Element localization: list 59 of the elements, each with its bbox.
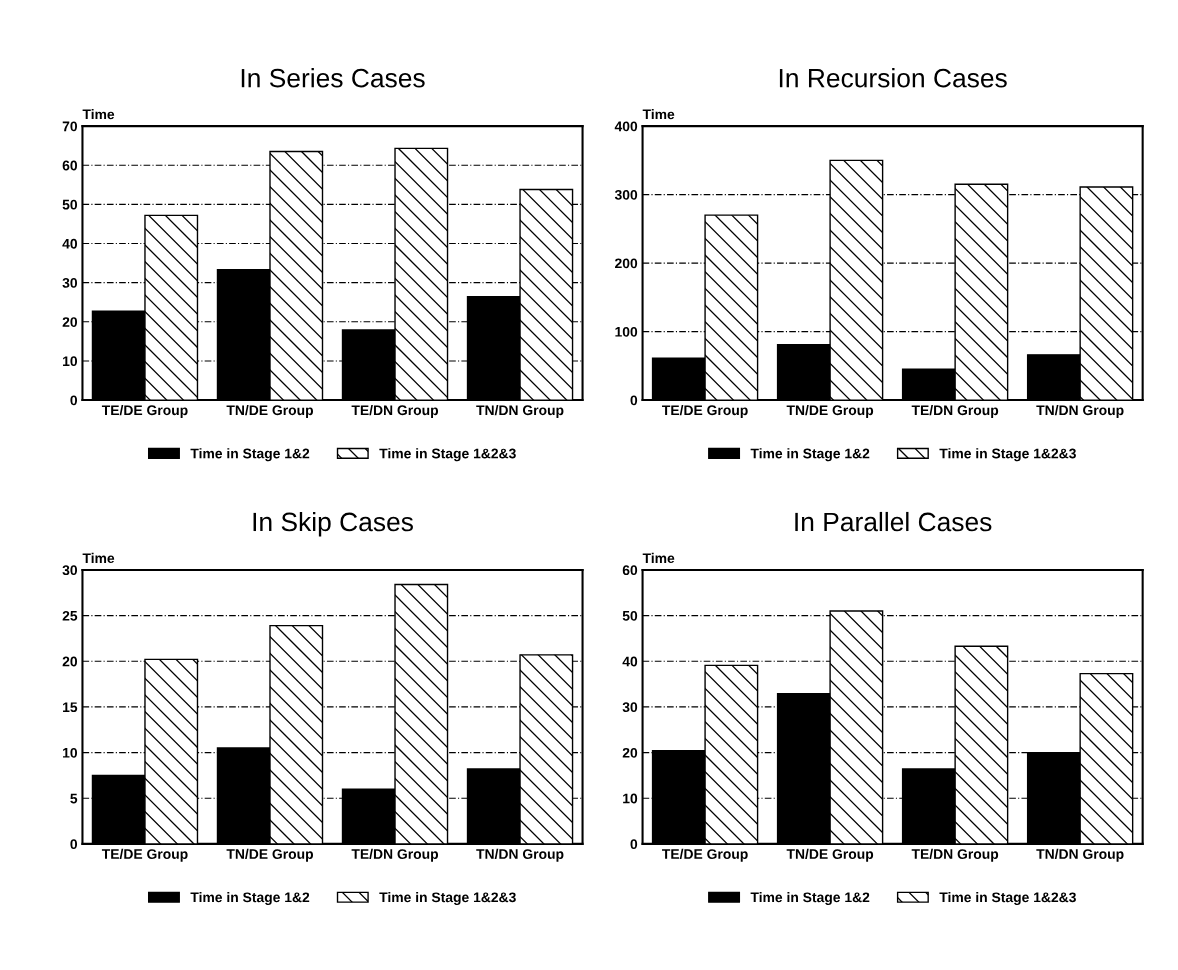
chart-title: In Series Cases [241,68,425,88]
x-tick-label: TE/DN Group [351,848,439,862]
chart-title: In Skip Cases [253,511,413,537]
x-tick-label: TN/DE Group [226,848,314,862]
y-tick-label: 0 [70,395,78,406]
x-tick-label: TE/DE Group [662,848,748,862]
y-tick-label: 40 [62,238,78,249]
y-axis-title: Time [82,552,115,564]
y-tick-label: 30 [62,565,78,576]
x-tick-label: TE/DE Group [101,848,188,862]
y-axis-title: Time [82,109,115,120]
x-tick-label: TE/DN Group [911,404,999,418]
y-tick-label: 60 [62,160,78,171]
y-tick-label: 50 [62,199,78,210]
y-tick-label: 60 [622,565,638,576]
x-tick-label: TN/DN Group [1036,848,1124,862]
legend-label: Time in Stage 1&2 [190,448,310,462]
x-tick-label: TE/DN Group [911,848,999,862]
x-tick-label: TN/DN Group [476,848,564,862]
x-tick-label: TE/DN Group [351,404,439,418]
y-tick-label: 10 [63,747,78,758]
y-tick-label: 100 [615,326,638,337]
x-tick-label: TN/DN Group [476,404,564,418]
x-tick-label: TN/DE Group [786,848,874,862]
legend-label: Time in Stage 1&2 [750,448,870,462]
y-tick-label: 10 [623,793,638,804]
y-tick-label: 50 [622,610,638,621]
y-tick-label: 5 [70,793,78,804]
y-tick-label: 0 [630,839,638,850]
y-tick-label: 400 [614,121,638,132]
legend-label: Time in Stage 1&2&3 [379,892,516,906]
y-tick-label: 0 [70,839,78,850]
y-axis-title: Time [642,552,675,564]
x-tick-label: TN/DN Group [1036,404,1124,418]
x-tick-label: TN/DE Group [226,404,314,418]
y-tick-label: 20 [62,656,78,667]
x-tick-label: TE/DE Group [662,404,748,418]
y-tick-label: 20 [622,747,638,758]
legend-label: Time in Stage 1&2&3 [939,448,1076,462]
legend-label: Time in Stage 1&2 [750,892,870,906]
y-tick-label: 40 [622,656,638,667]
y-axis-title: Time [642,109,675,120]
y-tick-label: 30 [622,702,638,713]
chart-title: In Parallel Cases [795,511,992,532]
y-tick-label: 300 [614,189,638,200]
x-tick-label: TE/DE Group [101,404,188,418]
y-tick-label: 30 [62,277,78,288]
y-tick-label: 200 [615,258,638,269]
y-tick-label: 0 [630,395,638,406]
y-tick-label: 25 [62,610,78,621]
legend-label: Time in Stage 1&2&3 [379,448,516,462]
legend-label: Time in Stage 1&2 [190,892,310,906]
chart-title: In Recursion Cases [779,68,1007,88]
y-tick-label: 70 [62,121,78,132]
x-tick-label: TN/DE Group [786,404,874,418]
y-tick-label: 15 [63,702,78,713]
y-tick-label: 20 [62,317,78,327]
y-tick-label: 10 [63,356,78,367]
legend-label: Time in Stage 1&2&3 [939,892,1076,906]
